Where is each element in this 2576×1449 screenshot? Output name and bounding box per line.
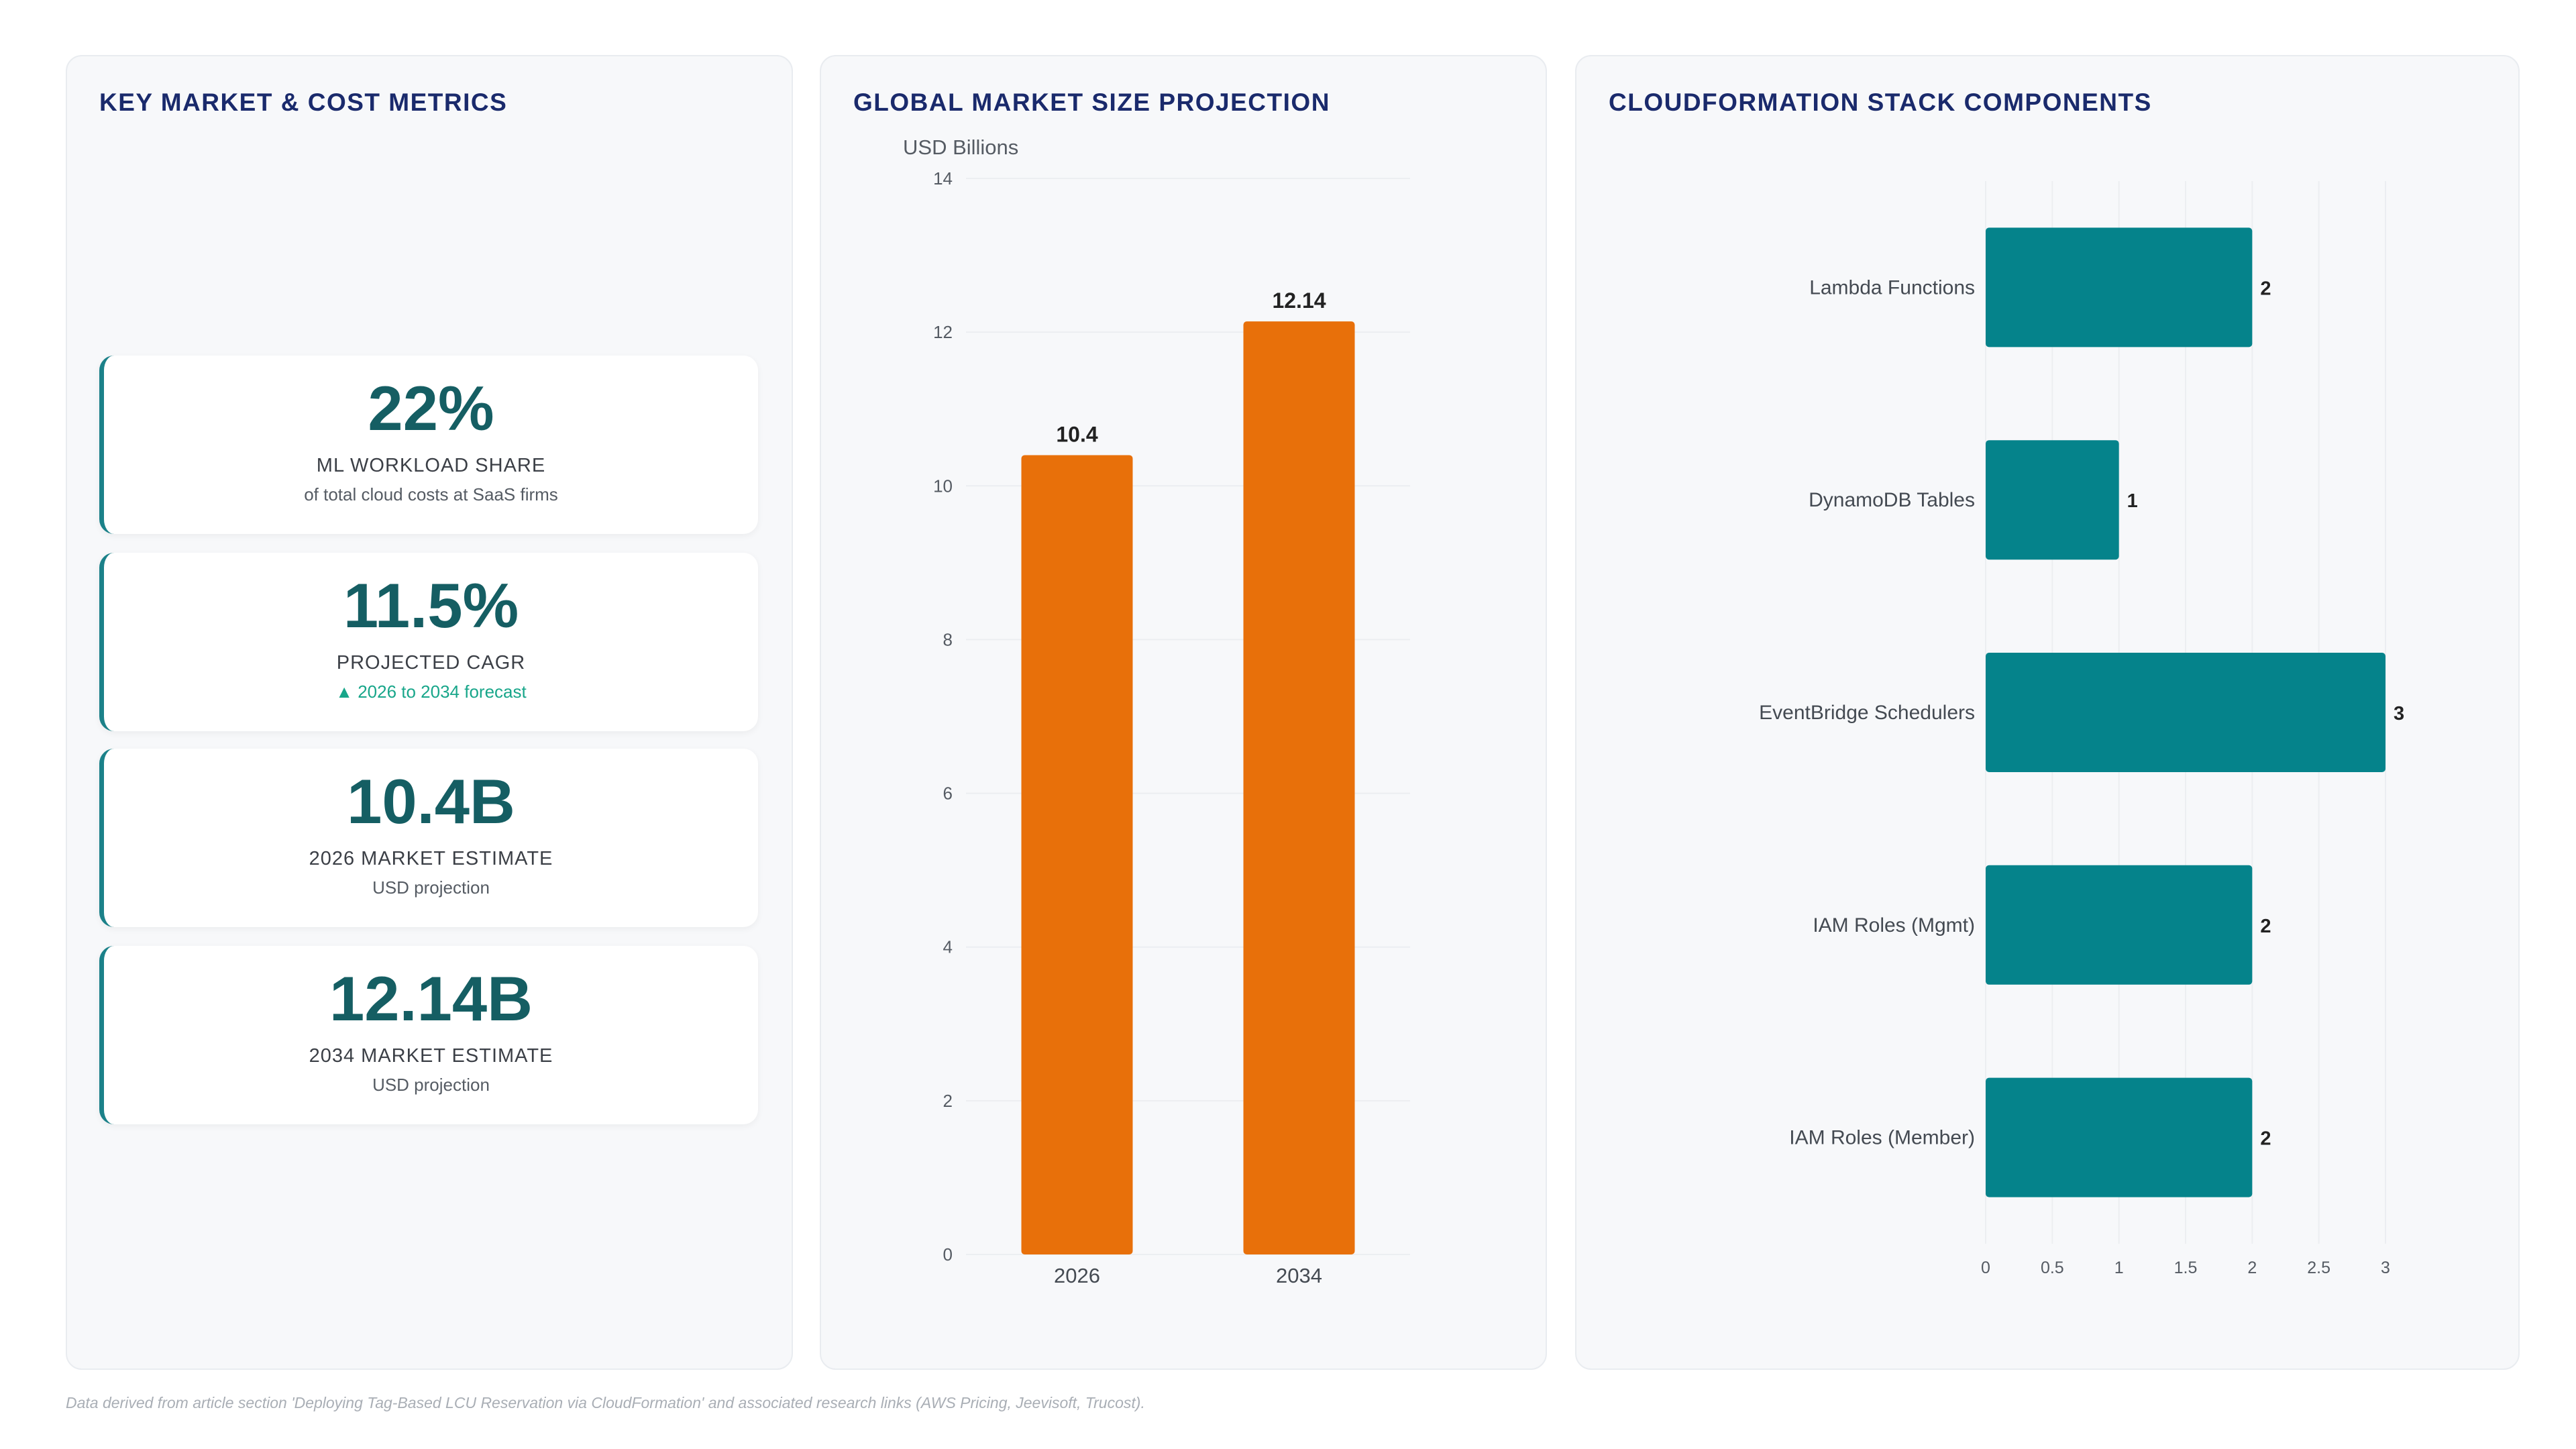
kpi-card-2034-estimate: 12.14B 2034 MARKET ESTIMATE USD projecti…: [99, 946, 758, 1124]
x-tick-label: 0: [1981, 1258, 1990, 1277]
x-tick-label: 3: [2381, 1258, 2390, 1277]
bar: [1986, 865, 2253, 985]
y-tick-label: 2: [943, 1091, 953, 1111]
bar: [1986, 227, 2253, 347]
kpi-value: 12.14B: [329, 963, 533, 1034]
bar-value-label: 2: [2260, 1128, 2271, 1150]
y-tick-label: 0: [943, 1244, 953, 1265]
kpi-subtext: of total cloud costs at SaaS firms: [304, 484, 558, 504]
y-tick-label: DynamoDB Tables: [1809, 489, 1975, 511]
kpi-value: 10.4B: [347, 766, 515, 837]
x-tick-label: 2026: [1054, 1264, 1100, 1287]
y-tick-label: IAM Roles (Member): [1789, 1127, 1975, 1149]
y-tick-label: EventBridge Schedulers: [1759, 702, 1975, 724]
kpi-label: ML WORKLOAD SHARE: [316, 455, 546, 476]
kpi-card-2026-estimate: 10.4B 2026 MARKET ESTIMATE USD projectio…: [99, 749, 758, 927]
y-tick-label: 14: [933, 168, 953, 189]
y-tick-label: 10: [933, 476, 953, 496]
bar-value-label: 2: [2260, 916, 2271, 937]
x-tick-label: 2: [2247, 1258, 2257, 1277]
kpi-label: 2026 MARKET ESTIMATE: [309, 848, 553, 869]
kpi-label: PROJECTED CAGR: [336, 652, 526, 674]
y-tick-label: 8: [943, 629, 953, 649]
bar: [1243, 321, 1355, 1255]
bar: [1986, 653, 2385, 772]
kpi-label: 2034 MARKET ESTIMATE: [309, 1045, 553, 1067]
metrics-panel: KEY MARKET & COST METRICS 22% ML WORKLOA…: [66, 55, 793, 1370]
y-tick-label: Lambda Functions: [1809, 276, 1975, 299]
kpi-subtext: USD projection: [372, 877, 490, 898]
x-tick-label: 2034: [1276, 1264, 1322, 1287]
kpi-value: 22%: [368, 373, 494, 443]
x-tick-label: 1: [2114, 1258, 2124, 1277]
market-size-chart: 0 2 4 6 8 10 12 14 10.4 2026 12.14 2034: [933, 168, 1410, 1287]
x-tick-label: 2.5: [2307, 1258, 2330, 1277]
bar-value-label: 12.14: [1272, 288, 1326, 313]
stack-components-panel: CLOUDFORMATION STACK COMPONENTS 0 0.5 1 1.5…: [1575, 55, 2520, 1370]
bar-value-label: 1: [2127, 490, 2138, 512]
stack-components-title: CLOUDFORMATION STACK COMPONENTS: [1609, 89, 2152, 116]
bar-value-label: 2: [2260, 278, 2271, 299]
market-size-panel: GLOBAL MARKET SIZE PROJECTION USD Billio…: [820, 55, 1547, 1370]
kpi-value: 11.5%: [343, 570, 519, 641]
stack-components-chart: 0 0.5 1 1.5 2 2.5 3 2 Lambda Functions 1 DynamoDB …: [1759, 181, 2404, 1277]
market-size-title: GLOBAL MARKET SIZE PROJECTION: [853, 89, 1330, 116]
metrics-panel-title: KEY MARKET & COST METRICS: [99, 89, 508, 116]
bar-value-label: 10.4: [1056, 422, 1097, 446]
y-tick-label: 12: [933, 322, 953, 342]
y-tick-label: 6: [943, 784, 953, 804]
bar-value-label: 3: [2394, 703, 2404, 724]
x-tick-label: 0.5: [2041, 1258, 2064, 1277]
bar: [1986, 440, 2119, 560]
kpi-trend: ▲ 2026 to 2034 forecast: [335, 682, 527, 702]
bar: [1986, 1077, 2253, 1197]
kpi-card-ml-share: 22% ML WORKLOAD SHARE of total cloud cos…: [99, 356, 758, 534]
source-footnote: Data derived from article section 'Deplo…: [66, 1394, 1145, 1411]
kpi-card-cagr: 11.5% PROJECTED CAGR ▲ 2026 to 2034 fore…: [99, 553, 758, 731]
y-tick-label: IAM Roles (Mgmt): [1813, 914, 1975, 936]
bar: [1021, 455, 1133, 1254]
kpi-subtext: USD projection: [372, 1075, 490, 1095]
x-tick-label: 1.5: [2174, 1258, 2198, 1277]
y-axis-unit-label: USD Billions: [903, 136, 1019, 159]
y-tick-label: 4: [943, 937, 953, 957]
